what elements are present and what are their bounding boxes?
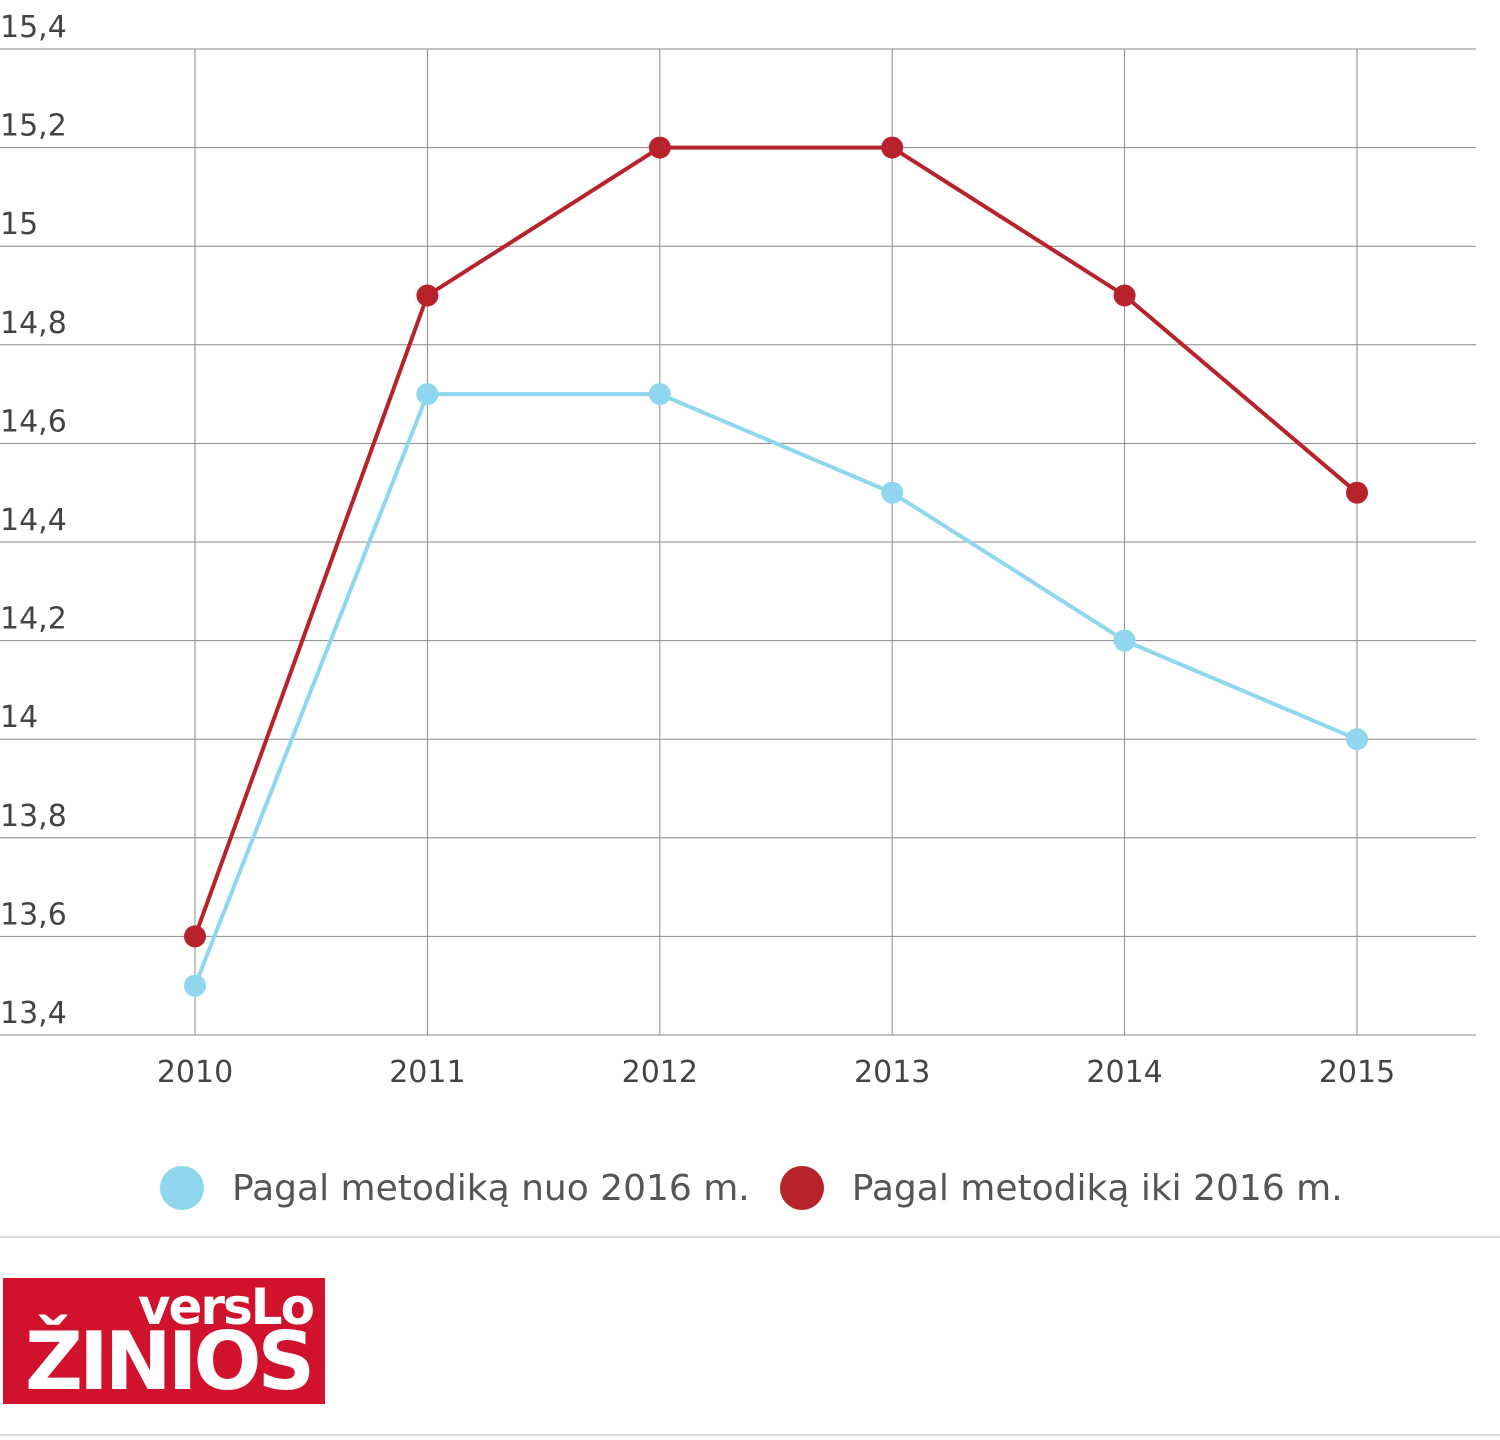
legend: Pagal metodiką nuo 2016 m. Pagal metodik… [160, 1160, 1373, 1216]
data-point[interactable] [184, 974, 206, 997]
data-point[interactable] [1346, 481, 1368, 504]
data-point[interactable] [648, 136, 671, 159]
legend-label-iki-2016: Pagal metodiką iki 2016 m. [851, 1167, 1343, 1209]
y-tick-label: 14,4 [0, 503, 67, 538]
y-tick-label: 15,4 [0, 10, 67, 45]
y-tick-label: 14,2 [0, 602, 67, 637]
data-point[interactable] [881, 136, 904, 159]
logo-text-line2: ŽINIOS [25, 1315, 315, 1408]
x-tick-label: 2015 [1319, 1055, 1395, 1090]
y-tick-label: 13,6 [0, 897, 67, 932]
x-tick-label: 2010 [157, 1055, 233, 1090]
y-tick-label: 13,4 [0, 996, 67, 1031]
series-line-1 [193, 145, 1359, 938]
legend-marker-iki-2016 [779, 1166, 824, 1210]
y-tick-label: 13,8 [0, 799, 67, 834]
y-tick-label: 14,8 [0, 306, 67, 341]
legend-label-nuo-2016: Pagal metodiką nuo 2016 m. [232, 1167, 750, 1209]
grid [0, 48, 1476, 1036]
y-axis: 13,4 13,6 13,8 14 14,2 14,4 14,6 14,8 15 15,2 15,4 [0, 10, 67, 1031]
y-tick-label: 14 [0, 700, 38, 735]
data-point[interactable] [648, 383, 671, 406]
x-axis: 2010 2011 2012 2013 2014 2015 [157, 1055, 1395, 1090]
data-point[interactable] [184, 925, 206, 948]
x-tick-label: 2011 [389, 1055, 465, 1090]
data-point[interactable] [1113, 284, 1136, 307]
series-line-0 [193, 392, 1358, 987]
data-point[interactable] [1346, 728, 1368, 751]
y-tick-label: 15,2 [0, 109, 67, 144]
data-point[interactable] [881, 481, 904, 504]
legend-item-nuo-2016[interactable]: Pagal metodiką nuo 2016 m. [160, 1166, 750, 1210]
data-point[interactable] [416, 383, 439, 406]
logo-text-line1: versLo [137, 1278, 315, 1336]
divider-bottom [0, 1434, 1500, 1436]
x-tick-label: 2014 [1086, 1055, 1162, 1090]
legend-marker-nuo-2016 [160, 1166, 204, 1210]
series [184, 136, 1368, 997]
line-chart: 13,4 13,6 13,8 14 14,2 14,4 14,6 14,8 15 15,2 15,4… [0, 10, 1476, 1090]
x-tick-label: 2012 [622, 1055, 698, 1090]
y-tick-label: 14,6 [0, 404, 67, 439]
legend-item-iki-2016[interactable]: Pagal metodiką iki 2016 m. [779, 1166, 1343, 1210]
x-tick-label: 2013 [854, 1055, 930, 1090]
data-point[interactable] [1113, 629, 1136, 652]
verslo-zinios-logo[interactable]: versLo ŽINIOS [3, 1278, 325, 1404]
y-tick-label: 15 [0, 207, 38, 242]
divider-top [0, 1236, 1500, 1238]
data-point[interactable] [416, 284, 439, 307]
